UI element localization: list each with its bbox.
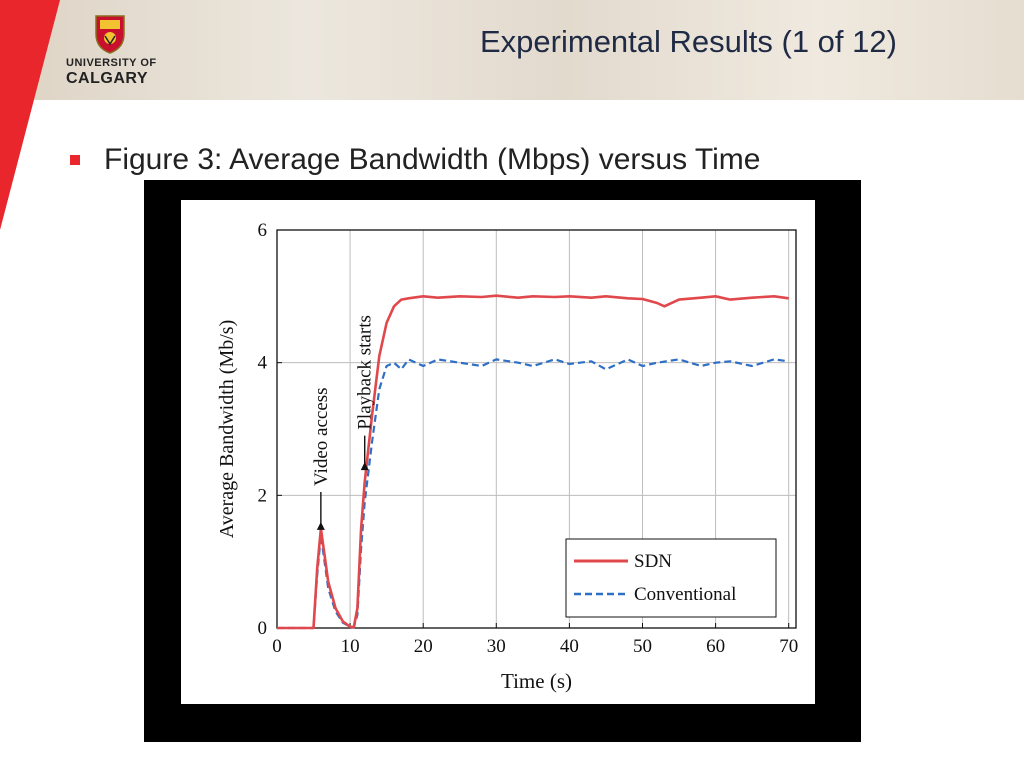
bullet-text: Figure 3: Average Bandwidth (Mbps) versu… [104, 143, 761, 176]
x-tick-label: 70 [779, 636, 798, 657]
x-axis-label: Time (s) [501, 669, 572, 693]
university-logo: UNIVERSITY OF CALGARY [64, 14, 164, 90]
bullet-item: Figure 3: Average Bandwidth (Mbps) versu… [70, 143, 760, 177]
figure-panel: 0 10 20 30 40 50 60 70 0 2 4 6 Time (s) Average Bandw… [181, 200, 815, 704]
logo-line2: CALGARY [66, 70, 149, 87]
x-tick-label: 60 [706, 636, 725, 657]
plot-area [276, 229, 797, 629]
annotation-arrowhead [316, 521, 325, 530]
x-tick-label: 50 [633, 636, 652, 657]
header-banner [0, 0, 1024, 100]
y-tick-label: 2 [258, 485, 268, 506]
x-tick-label: 0 [272, 636, 282, 657]
legend-box [565, 538, 777, 618]
bandwidth-chart: 0 10 20 30 40 50 60 70 0 2 4 6 Time (s) Average Bandw… [216, 220, 798, 693]
annotation-arrowhead [360, 462, 369, 471]
y-tick-label: 6 [258, 220, 268, 241]
slide-title: Experimental Results (1 of 12) [480, 24, 897, 59]
x-tick-label: 20 [414, 636, 433, 657]
y-tick-label: 0 [258, 618, 268, 639]
x-tick-label: 10 [341, 636, 360, 657]
y-tick-label: 4 [258, 353, 268, 374]
legend-label: Conventional [634, 584, 736, 605]
annotation-label: Video access [311, 387, 332, 486]
logo-wordmark: UNIVERSITY OF CALGARY [66, 58, 166, 87]
crest-icon [95, 15, 125, 54]
y-axis-label: Average Bandwidth (Mb/s) [216, 320, 238, 538]
logo-line1: UNIVERSITY OF [66, 57, 157, 69]
red-accent-stripe [0, 0, 60, 230]
bullet-square-icon [70, 155, 80, 165]
x-tick-label: 40 [560, 636, 579, 657]
annotation-label: Playback starts [355, 315, 376, 430]
legend-label: SDN [634, 551, 672, 572]
series-line-sdn [277, 294, 789, 630]
x-tick-label: 30 [487, 636, 506, 657]
